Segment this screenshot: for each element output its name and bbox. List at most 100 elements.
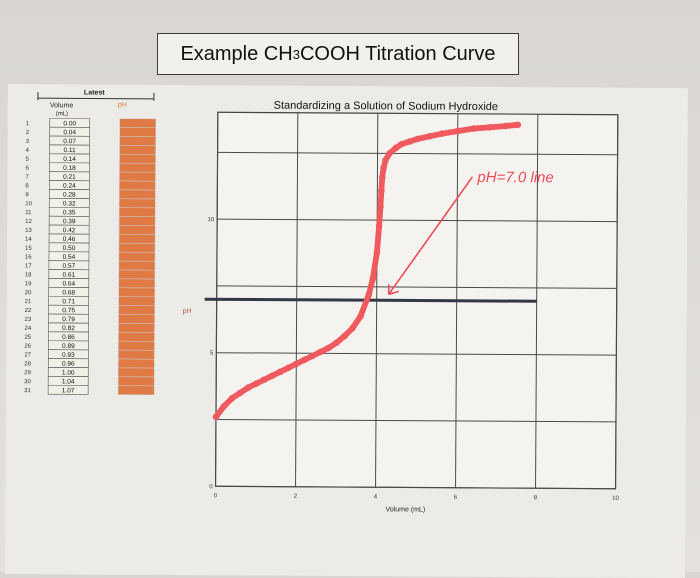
row-number: 11	[25, 210, 32, 216]
volume-value: 0.35	[63, 209, 76, 216]
ph-cell	[119, 181, 155, 190]
row-number: 24	[24, 326, 31, 332]
row-number: 21	[25, 299, 32, 305]
ph-cell	[118, 377, 154, 386]
x-tick-label: 0	[214, 493, 218, 499]
ph-cell	[118, 323, 154, 332]
x-tick-label: 4	[374, 494, 378, 500]
ph-cell	[120, 119, 156, 128]
row-number: 27	[24, 353, 31, 359]
volume-value: 0.46	[63, 236, 76, 243]
ph-cell	[119, 208, 155, 217]
ph-cell	[119, 243, 155, 252]
ph-cell	[118, 332, 154, 341]
volume-value: 0.79	[62, 316, 75, 323]
ph-cell	[119, 225, 155, 234]
ph-header: pH	[118, 102, 127, 109]
annotation-text: pH=7.0 line	[476, 169, 553, 186]
volume-value: 0.28	[63, 192, 76, 199]
ph-cell	[119, 190, 155, 199]
volume-value: 0.39	[63, 218, 76, 225]
ph-cell	[118, 386, 154, 395]
y-tick-label: 5	[210, 351, 214, 357]
x-tick-label: 10	[612, 496, 619, 502]
title-suffix: COOH Titration Curve	[300, 43, 496, 66]
ph-cell	[120, 145, 156, 154]
ph-cell	[120, 154, 156, 163]
ph-cell	[120, 136, 156, 145]
ph-cell	[119, 163, 155, 172]
ph-cell	[120, 128, 156, 137]
x-tick-label: 2	[294, 494, 298, 500]
row-number: 4	[26, 148, 30, 154]
row-number: 29	[24, 370, 31, 376]
row-number: 12	[25, 219, 32, 225]
ph-cell	[119, 252, 155, 261]
ph-cell	[118, 359, 154, 368]
row-number: 8	[25, 183, 29, 189]
row-number: 3	[26, 139, 30, 145]
ph-cell	[119, 288, 155, 297]
chart-title: Standardizing a Solution of Sodium Hydro…	[274, 100, 498, 113]
ph-cell	[118, 341, 154, 350]
row-number: 31	[24, 388, 31, 394]
volume-value: 0.57	[63, 263, 76, 270]
volume-value: 0.00	[63, 120, 76, 127]
row-number: 9	[25, 192, 29, 198]
ph-cell	[119, 306, 155, 315]
volume-value: 0.11	[63, 147, 76, 154]
row-number: 30	[24, 379, 31, 385]
volume-value: 0.82	[62, 325, 75, 332]
data-point	[512, 122, 518, 128]
ph-cell	[118, 368, 154, 377]
title-subscript: 3	[293, 47, 300, 62]
row-number: 13	[25, 228, 32, 234]
row-number: 5	[26, 157, 30, 163]
volume-value: 0.96	[62, 361, 75, 368]
row-number: 15	[25, 246, 32, 252]
volume-value: 0.86	[62, 334, 75, 341]
row-number: 2	[26, 130, 30, 136]
volume-value: 0.21	[63, 174, 76, 181]
table-top-rule	[38, 98, 154, 99]
volume-header: Volume	[50, 102, 73, 109]
volume-value: 0.93	[62, 352, 75, 359]
volume-value: 1.07	[62, 387, 75, 394]
x-axis-label: Volume (mL)	[386, 506, 426, 513]
table-header-latest: Latest	[84, 89, 105, 96]
ph-cell	[119, 199, 155, 208]
volume-value: 0.18	[63, 165, 76, 172]
ph-cell	[119, 270, 155, 279]
row-number: 25	[24, 335, 31, 341]
row-number: 19	[25, 281, 32, 287]
row-number: 6	[25, 166, 29, 172]
row-number: 7	[25, 175, 29, 181]
row-number: 28	[24, 361, 31, 367]
volume-value: 0.50	[63, 245, 76, 252]
ph7-reference-line	[205, 299, 537, 301]
volume-value: 0.04	[63, 129, 76, 136]
ph-cell	[119, 297, 155, 306]
volume-value: 0.14	[63, 156, 76, 163]
data-point	[380, 167, 386, 173]
row-number: 14	[25, 237, 32, 243]
volume-value: 0.07	[63, 138, 76, 145]
row-number: 1	[26, 121, 30, 127]
data-point	[412, 137, 418, 143]
volume-value: 0.54	[63, 254, 76, 261]
ph-cell	[119, 314, 155, 323]
row-number: 17	[25, 264, 32, 270]
row-number: 23	[25, 317, 32, 323]
volume-value: 0.75	[62, 307, 75, 314]
volume-value: 0.89	[62, 343, 75, 350]
volume-value: 0.71	[62, 298, 75, 305]
y-tick-label: 10	[207, 217, 214, 223]
ph-cell	[118, 350, 154, 359]
ph-cell	[119, 217, 155, 226]
x-tick-label: 8	[534, 495, 538, 501]
row-number: 20	[25, 290, 32, 296]
x-tick-label: 6	[454, 495, 458, 501]
ph-cell	[119, 234, 155, 243]
